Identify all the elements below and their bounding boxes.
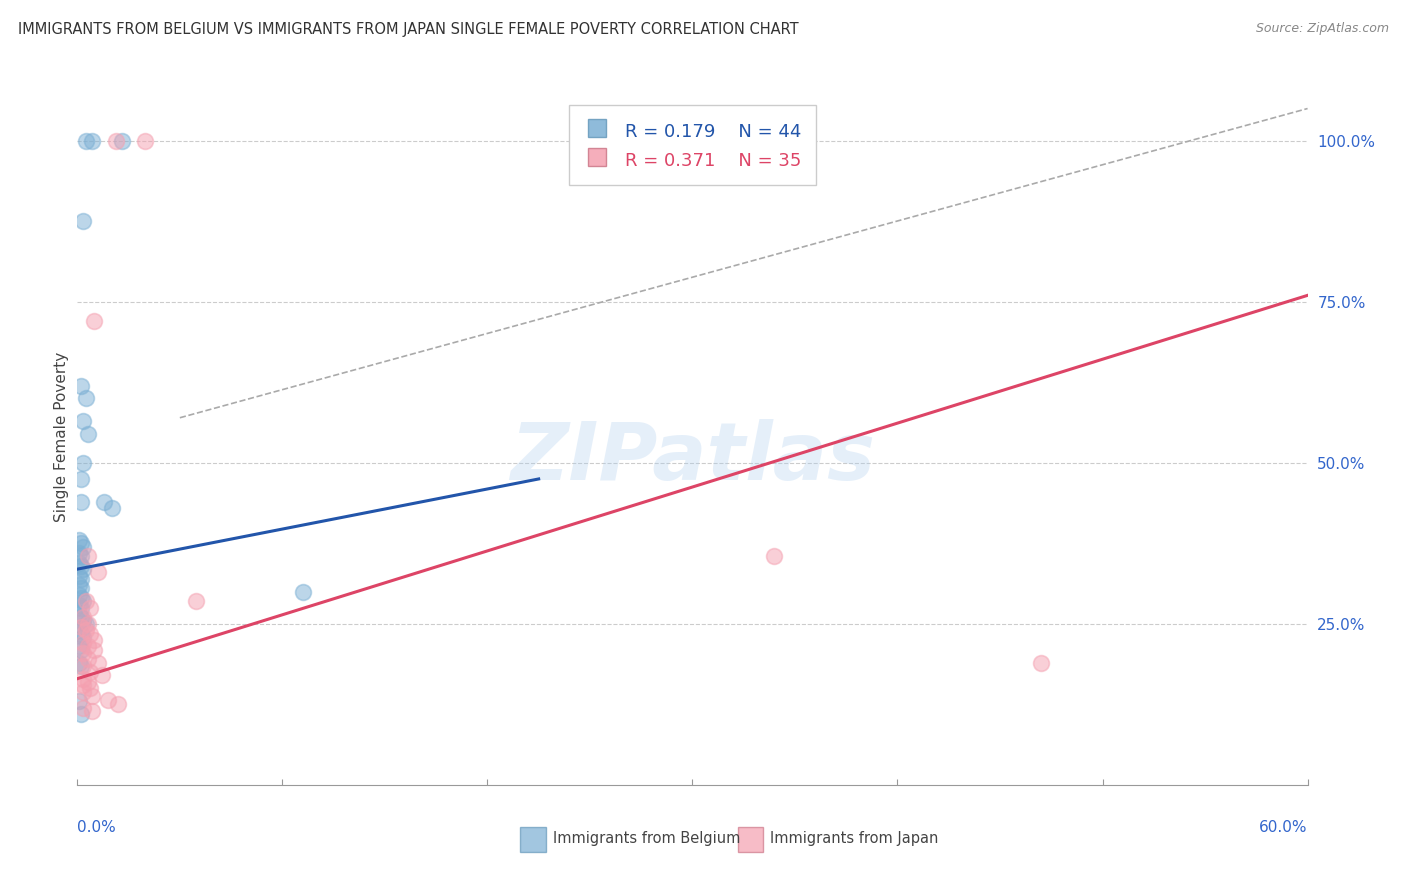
Point bbox=[70, 494, 93, 508]
Point bbox=[67, 624, 90, 638]
Point bbox=[83, 642, 105, 657]
Point bbox=[70, 536, 93, 550]
Point bbox=[75, 134, 97, 148]
Point bbox=[67, 568, 90, 582]
Point bbox=[72, 540, 94, 554]
Point bbox=[76, 674, 98, 689]
Point bbox=[79, 665, 101, 680]
Text: IMMIGRANTS FROM BELGIUM VS IMMIGRANTS FROM JAPAN SINGLE FEMALE POVERTY CORRELATI: IMMIGRANTS FROM BELGIUM VS IMMIGRANTS FR… bbox=[18, 22, 799, 37]
Text: Immigrants from Japan: Immigrants from Japan bbox=[770, 831, 939, 846]
Point bbox=[67, 533, 90, 548]
Point bbox=[70, 626, 93, 640]
Point bbox=[70, 620, 93, 634]
Point bbox=[70, 582, 93, 596]
Point bbox=[72, 630, 94, 644]
Point bbox=[72, 456, 94, 470]
Point bbox=[70, 558, 93, 573]
Point bbox=[291, 584, 314, 599]
Point bbox=[72, 700, 94, 714]
Point bbox=[80, 689, 103, 703]
Point bbox=[76, 640, 98, 654]
Point bbox=[75, 594, 97, 608]
Point bbox=[70, 472, 93, 486]
Point bbox=[76, 616, 98, 631]
Point bbox=[72, 636, 94, 650]
Point bbox=[79, 600, 101, 615]
Point bbox=[1029, 656, 1052, 670]
Point bbox=[105, 134, 128, 148]
Point bbox=[67, 578, 90, 592]
Point bbox=[70, 549, 93, 564]
Point bbox=[87, 656, 110, 670]
Point bbox=[76, 652, 98, 666]
Point bbox=[72, 610, 94, 624]
Point bbox=[97, 693, 120, 707]
Point bbox=[72, 678, 94, 692]
Point bbox=[72, 684, 94, 698]
Point bbox=[72, 614, 94, 628]
Point bbox=[763, 549, 786, 564]
Y-axis label: Single Female Poverty: Single Female Poverty bbox=[53, 352, 69, 522]
Point bbox=[70, 572, 93, 586]
Point bbox=[186, 594, 208, 608]
Point bbox=[101, 500, 124, 515]
Point bbox=[70, 610, 93, 624]
Point bbox=[80, 704, 103, 718]
Point bbox=[72, 658, 94, 673]
Point bbox=[90, 668, 114, 682]
Point bbox=[111, 134, 134, 148]
Point bbox=[79, 626, 101, 640]
Point bbox=[70, 378, 93, 392]
Point bbox=[70, 591, 93, 606]
Point bbox=[67, 556, 90, 570]
Point bbox=[76, 426, 98, 441]
Point bbox=[107, 697, 129, 711]
Point bbox=[67, 607, 90, 622]
Point bbox=[72, 672, 94, 686]
Point bbox=[70, 658, 93, 673]
Point bbox=[70, 642, 93, 657]
Point bbox=[72, 214, 94, 228]
Point bbox=[72, 594, 94, 608]
Point bbox=[67, 588, 90, 602]
Point bbox=[67, 656, 90, 670]
Point bbox=[83, 633, 105, 648]
Point bbox=[75, 616, 97, 631]
Point bbox=[67, 546, 90, 560]
Point bbox=[83, 314, 105, 328]
Point bbox=[72, 646, 94, 660]
Point bbox=[80, 134, 103, 148]
Point bbox=[70, 600, 93, 615]
Legend: R = 0.179    N = 44, R = 0.371    N = 35: R = 0.179 N = 44, R = 0.371 N = 35 bbox=[569, 105, 815, 186]
Point bbox=[72, 414, 94, 428]
Point bbox=[67, 694, 90, 708]
Point bbox=[67, 640, 90, 654]
Text: Immigrants from Belgium: Immigrants from Belgium bbox=[553, 831, 740, 846]
Point bbox=[72, 562, 94, 576]
Text: 60.0%: 60.0% bbox=[1260, 821, 1308, 835]
Text: Source: ZipAtlas.com: Source: ZipAtlas.com bbox=[1256, 22, 1389, 36]
Point bbox=[70, 707, 93, 722]
Point bbox=[87, 566, 110, 580]
Point bbox=[67, 598, 90, 612]
Point bbox=[79, 681, 101, 696]
Text: ZIPatlas: ZIPatlas bbox=[510, 419, 875, 497]
Point bbox=[75, 624, 97, 638]
Point bbox=[93, 494, 115, 508]
Point bbox=[76, 549, 98, 564]
Point bbox=[75, 392, 97, 406]
Text: 0.0%: 0.0% bbox=[77, 821, 117, 835]
Point bbox=[134, 134, 156, 148]
